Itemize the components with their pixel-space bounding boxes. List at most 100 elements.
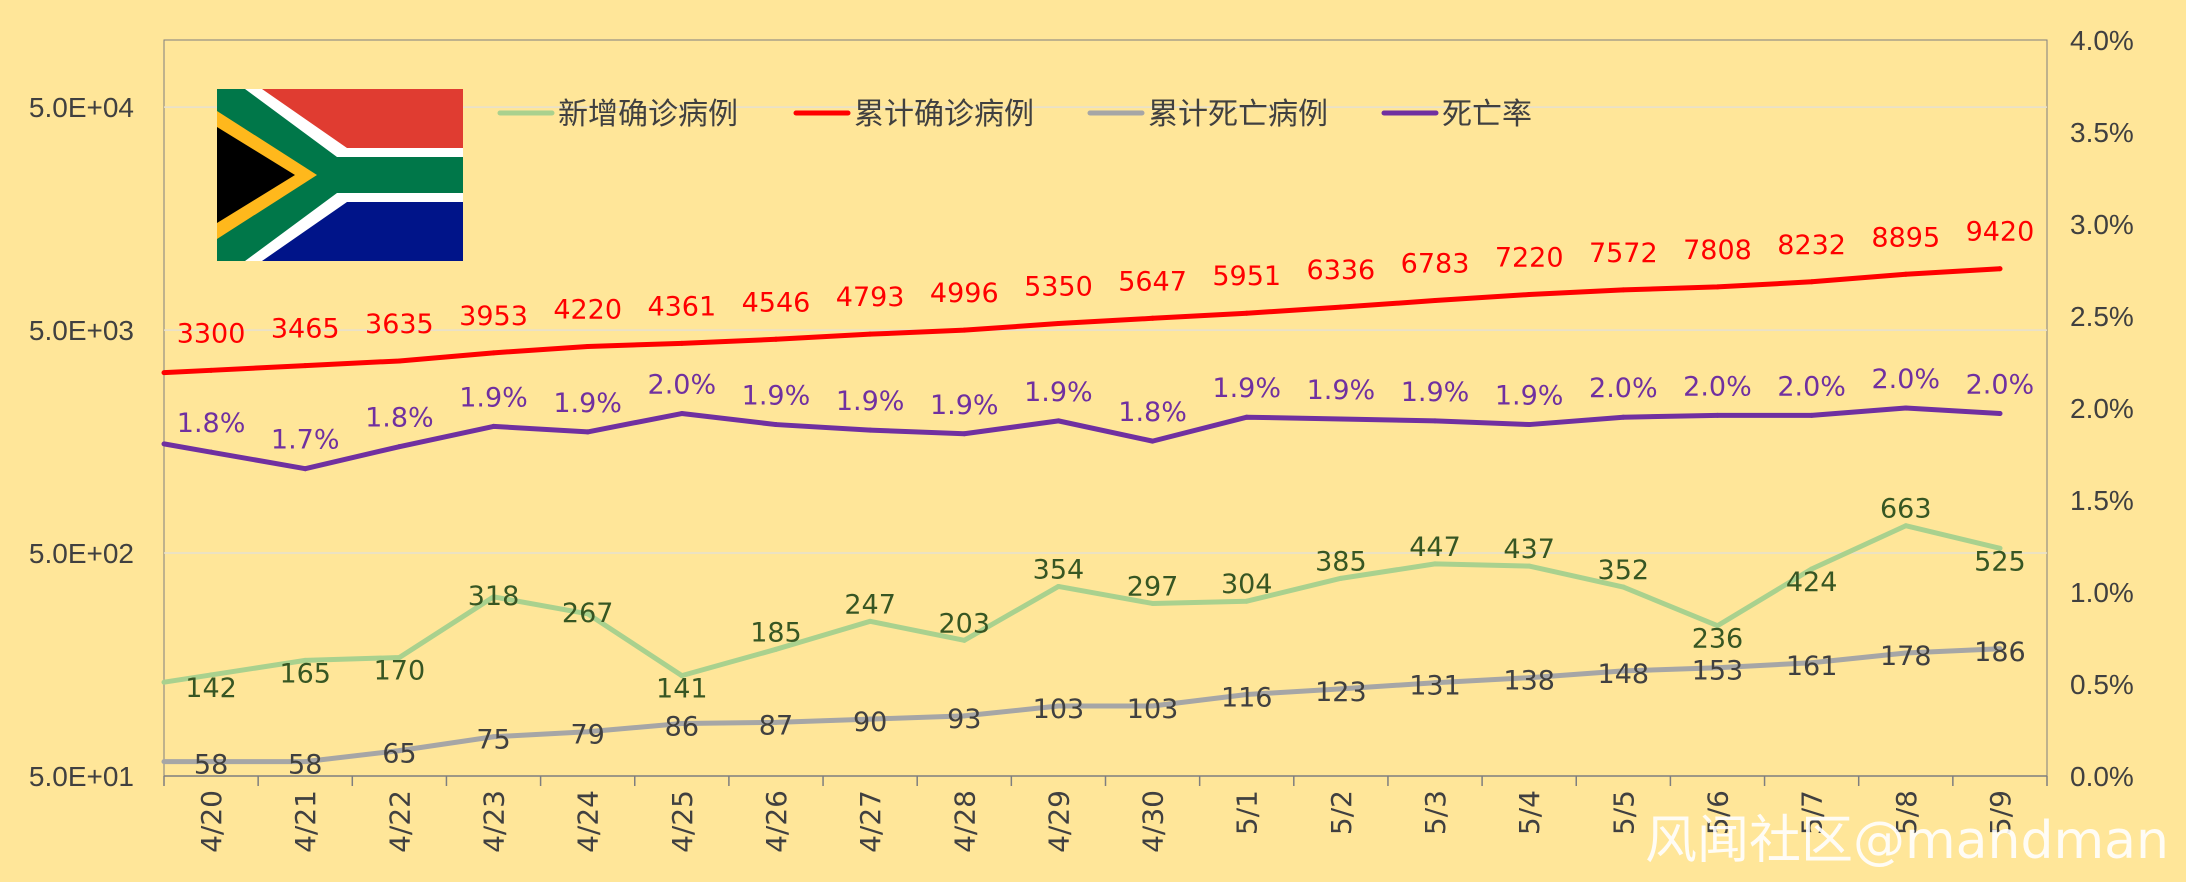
new-cases-point bbox=[961, 637, 967, 643]
plot-area bbox=[163, 39, 2048, 777]
death-rate-point bbox=[1526, 422, 1532, 428]
x-tick-label: 5/3 bbox=[1419, 790, 1452, 835]
cumulative-cases-data-label: 3953 bbox=[459, 301, 528, 332]
cumulative-cases-point bbox=[208, 367, 214, 373]
axes: 5.0E+01 5.0E+02 5.0E+03 5.0E+04 0.0% 0.5% 1.0%… bbox=[29, 25, 2134, 853]
x-tick-label: 4/26 bbox=[760, 790, 793, 853]
cumulative-cases-point bbox=[961, 327, 967, 333]
cumulative-deaths-point bbox=[1150, 703, 1156, 709]
cumulative-cases-data-label: 7572 bbox=[1589, 238, 1658, 269]
death-rate-data-label: 1.9% bbox=[1212, 373, 1281, 404]
new-cases-point bbox=[1997, 545, 2003, 551]
new-cases-data-label: 170 bbox=[374, 656, 426, 687]
death-rate-data-label: 1.8% bbox=[365, 403, 434, 434]
x-tick-label: 5/8 bbox=[1890, 790, 1923, 835]
death-rate-data-label: 1.8% bbox=[1118, 397, 1187, 428]
new-cases-point bbox=[208, 672, 214, 678]
cumulative-cases-data-label: 5647 bbox=[1118, 266, 1187, 297]
cumulative-cases-point bbox=[1055, 321, 1061, 327]
cumulative-deaths-point bbox=[1903, 650, 1909, 656]
y-right-tick-label: 3.0% bbox=[2070, 209, 2134, 240]
death-rate-data-label: 2.0% bbox=[1683, 371, 1752, 402]
new-cases-legend-label: 新增确诊病例 bbox=[558, 97, 738, 132]
new-cases-point bbox=[773, 646, 779, 652]
cumulative-deaths-data-label: 58 bbox=[194, 750, 228, 781]
cumulative-deaths-data-label: 87 bbox=[759, 710, 793, 741]
death-rate-data-label: 1.8% bbox=[177, 408, 246, 439]
death-rate-data-label: 1.9% bbox=[1401, 377, 1470, 408]
cumulative-deaths-point bbox=[867, 716, 873, 722]
series-lines bbox=[161, 266, 2003, 765]
cumulative-deaths-data-label: 116 bbox=[1221, 683, 1273, 714]
cumulative-cases-data-label: 3635 bbox=[365, 309, 434, 340]
new-cases-point bbox=[679, 673, 685, 679]
new-cases-point bbox=[396, 655, 402, 661]
cumulative-deaths-legend-label: 累计死亡病例 bbox=[1148, 97, 1328, 132]
cumulative-deaths-data-label: 86 bbox=[665, 711, 699, 742]
cumulative-cases-point bbox=[1338, 304, 1344, 310]
cumulative-deaths-data-label: 178 bbox=[1880, 641, 1932, 672]
death-rate-data-label: 2.0% bbox=[1777, 371, 1846, 402]
cumulative-cases-point bbox=[1997, 266, 2003, 272]
new-cases-point bbox=[1809, 566, 1815, 572]
cumulative-deaths-point bbox=[961, 713, 967, 719]
cumulative-deaths-point bbox=[1809, 660, 1815, 666]
cumulative-cases-point bbox=[302, 363, 308, 369]
death-rate-data-label: 2.0% bbox=[1589, 373, 1658, 404]
cumulative-deaths-data-label: 161 bbox=[1786, 651, 1838, 682]
cumulative-deaths-data-label: 75 bbox=[476, 725, 510, 756]
cumulative-deaths-point bbox=[1714, 665, 1720, 671]
x-tick-label: 5/6 bbox=[1701, 790, 1734, 835]
death-rate-point bbox=[1432, 418, 1438, 424]
death-rate-point bbox=[208, 449, 214, 455]
cumulative-cases-data-label: 5350 bbox=[1024, 272, 1093, 303]
death-rate-point bbox=[1714, 412, 1720, 418]
death-rate-point bbox=[773, 422, 779, 428]
cumulative-deaths-data-label: 138 bbox=[1503, 666, 1555, 697]
death-rate-data-label: 1.9% bbox=[1024, 377, 1093, 408]
cumulative-cases-data-label: 7220 bbox=[1495, 243, 1564, 274]
x-tick-label: 4/24 bbox=[572, 790, 605, 853]
cumulative-cases-point bbox=[585, 344, 591, 350]
data-labels: 142 165 170 318 267 141 185 247 203 354 297 304 385 4… bbox=[177, 217, 2035, 781]
cumulative-deaths-data-label: 131 bbox=[1409, 671, 1461, 702]
x-tick-label: 4/28 bbox=[948, 790, 981, 853]
cumulative-cases-point bbox=[1150, 315, 1156, 321]
cumulative-cases-point bbox=[679, 340, 685, 346]
new-cases-data-label: 297 bbox=[1127, 571, 1179, 602]
y-left-tick-label: 5.0E+03 bbox=[29, 315, 134, 346]
cumulative-deaths-data-label: 93 bbox=[947, 704, 981, 735]
cumulative-deaths-data-label: 153 bbox=[1692, 656, 1744, 687]
x-tick-label: 4/20 bbox=[195, 790, 228, 853]
new-cases-point bbox=[585, 611, 591, 617]
cumulative-deaths-point bbox=[396, 748, 402, 754]
x-tick-label: 4/29 bbox=[1042, 790, 1075, 853]
watermark-text: 风闻社区@mandman bbox=[1645, 811, 2169, 871]
death-rate-data-label: 1.9% bbox=[1307, 375, 1376, 406]
cumulative-cases-point bbox=[1432, 298, 1438, 304]
cumulative-cases-data-label: 6336 bbox=[1307, 255, 1376, 286]
y-left-tick-label: 5.0E+02 bbox=[29, 538, 134, 569]
death-rate-data-label: 1.7% bbox=[271, 425, 340, 456]
cumulative-deaths-data-label: 123 bbox=[1315, 677, 1367, 708]
new-cases-data-label: 203 bbox=[939, 608, 991, 639]
x-tick-label: 5/4 bbox=[1513, 790, 1546, 835]
cumulative-deaths-point bbox=[1997, 646, 2003, 652]
new-cases-data-label: 437 bbox=[1503, 534, 1555, 565]
death-rate-data-label: 1.9% bbox=[1495, 381, 1564, 412]
death-rate-point bbox=[1903, 405, 1909, 411]
cumulative-deaths-point bbox=[208, 759, 214, 765]
x-tick-label: 4/27 bbox=[854, 790, 887, 853]
new-cases-data-label: 354 bbox=[1033, 554, 1085, 585]
x-tick-label: 5/7 bbox=[1796, 790, 1829, 835]
new-cases-point bbox=[1620, 584, 1626, 590]
x-tick-label: 4/30 bbox=[1137, 790, 1170, 853]
cumulative-cases-point bbox=[396, 358, 402, 364]
cumulative-cases-data-label: 4546 bbox=[742, 287, 811, 318]
y-right-tick-label: 0.0% bbox=[2070, 761, 2134, 792]
cumulative-deaths-point bbox=[1055, 703, 1061, 709]
new-cases-data-label: 267 bbox=[562, 598, 614, 629]
cumulative-cases-point bbox=[867, 331, 873, 337]
cumulative-deaths-point bbox=[302, 759, 308, 765]
